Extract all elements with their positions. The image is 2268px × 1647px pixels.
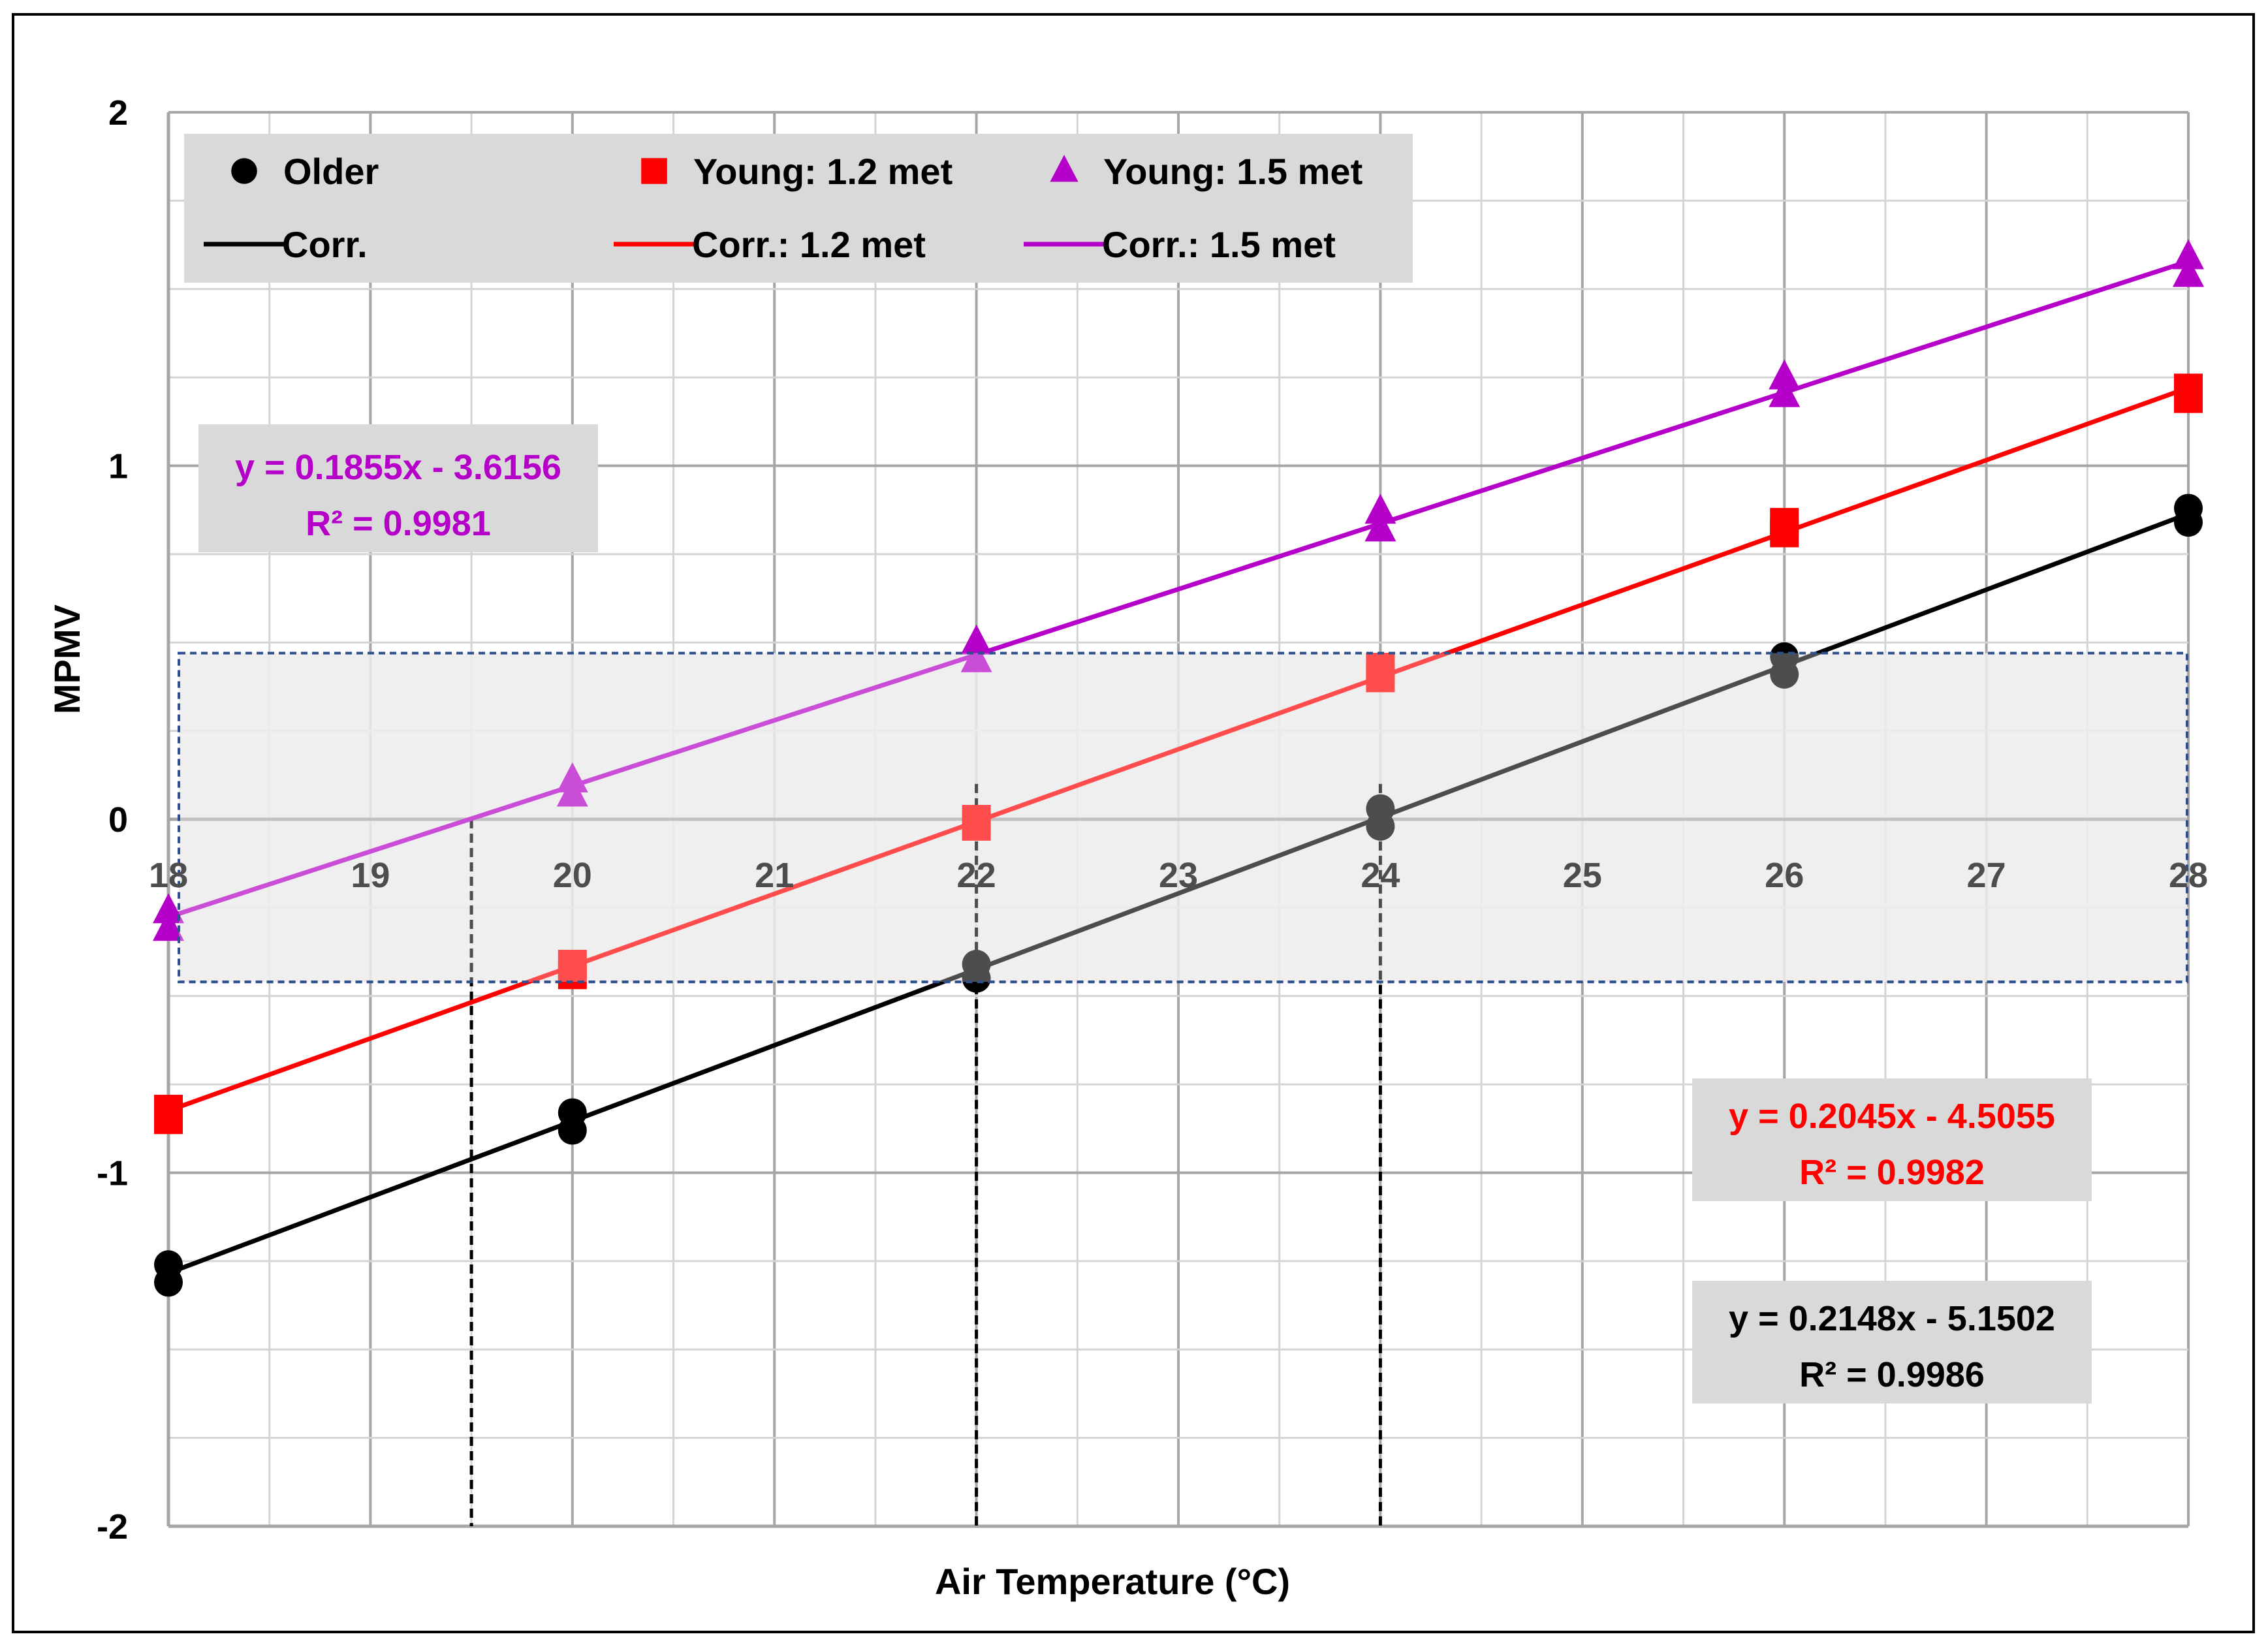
comfort-band [178,651,2188,984]
y-tick-label: -1 [97,1154,128,1193]
legend-circle-icon [231,158,257,184]
data-point-series-2 [153,911,184,941]
legend-label: Corr.: 1.5 met [1102,224,1336,265]
data-point-series-0 [962,964,991,993]
trendlines [167,259,2190,1276]
trendline-1 [167,385,2190,1113]
equation-box-1-5-met [198,424,598,552]
data-point-series-2 [960,642,992,672]
y-tick-label: 2 [108,93,128,133]
r2-older: R² = 0.9986 [1799,1355,1985,1394]
x-tick-label: 23 [1159,856,1198,895]
reference-lines [469,783,1382,1526]
r2-1-2-met: R² = 0.9982 [1799,1153,1985,1192]
data-point-series-1 [2174,384,2203,413]
data-point-series-2 [2173,257,2204,287]
legend-label: Young: 1.5 met [1103,151,1362,192]
y-tick-label: -2 [97,1507,128,1546]
x-axis-title: Air Temperature (°C) [935,1561,1290,1602]
legend-box [184,134,1413,283]
data-point-series-1 [962,811,991,841]
data-point-series-2 [2173,239,2204,270]
x-tick-label: 22 [957,856,996,895]
equation-older: y = 0.2148x - 5.1502 [1729,1299,2055,1338]
x-tick-label: 24 [1361,856,1400,895]
legend-triangle-icon [1050,155,1079,182]
data-point-series-0 [1770,659,1799,689]
comfort-band-overlay [178,651,2188,984]
data-point-series-1 [154,1105,183,1135]
data-point-series-2 [1364,494,1396,524]
trendline-2 [167,259,2190,920]
x-tick-label: 25 [1563,856,1602,895]
legend-label: Older [283,151,379,192]
data-point-series-2 [153,893,184,924]
x-tick-label: 26 [1765,856,1804,895]
equation-1-5-met: y = 0.1855x - 3.6156 [235,448,561,487]
legend-square-icon [641,158,667,184]
data-point-series-2 [1769,377,1801,407]
x-tick-label: 18 [149,856,188,895]
legend-label: Corr. [282,224,368,265]
equation-boxes: y = 0.1855x - 3.6156 R² = 0.9981 y = 0.2… [198,424,2092,1404]
y-tick-label: 1 [108,447,128,486]
equation-box-older [1692,1281,2092,1404]
data-points [153,239,2204,1297]
data-point-series-0 [2174,508,2203,537]
data-point-series-2 [1769,359,1801,390]
equation-box-1-2-met [1692,1078,2092,1201]
data-point-series-0 [558,1116,587,1145]
legend: Older Young: 1.2 met Young: 1.5 met Corr. Co… [184,134,1413,283]
data-point-series-2 [1364,511,1396,542]
y-tick-label: 0 [108,800,128,839]
x-tick-label: 20 [553,856,592,895]
data-point-series-1 [1366,663,1395,693]
r2-1-5-met: R² = 0.9981 [306,504,491,543]
x-tick-label: 27 [1967,856,2006,895]
data-point-series-0 [1366,811,1395,841]
legend-label: Corr.: 1.2 met [692,224,926,265]
x-tick-label: 19 [351,856,390,895]
data-point-series-2 [556,776,588,807]
data-point-series-1 [1770,518,1799,548]
x-tick-label: 28 [2169,856,2208,895]
x-tick-label: 21 [755,856,794,895]
legend-label: Young: 1.2 met [693,151,953,192]
data-point-series-1 [558,960,587,990]
equation-1-2-met: y = 0.2045x - 4.5055 [1729,1097,2055,1136]
data-point-series-0 [154,1268,183,1297]
trendline-0 [167,511,2190,1276]
y-axis-title: MPMV [46,604,87,714]
data-point-series-2 [960,624,992,655]
